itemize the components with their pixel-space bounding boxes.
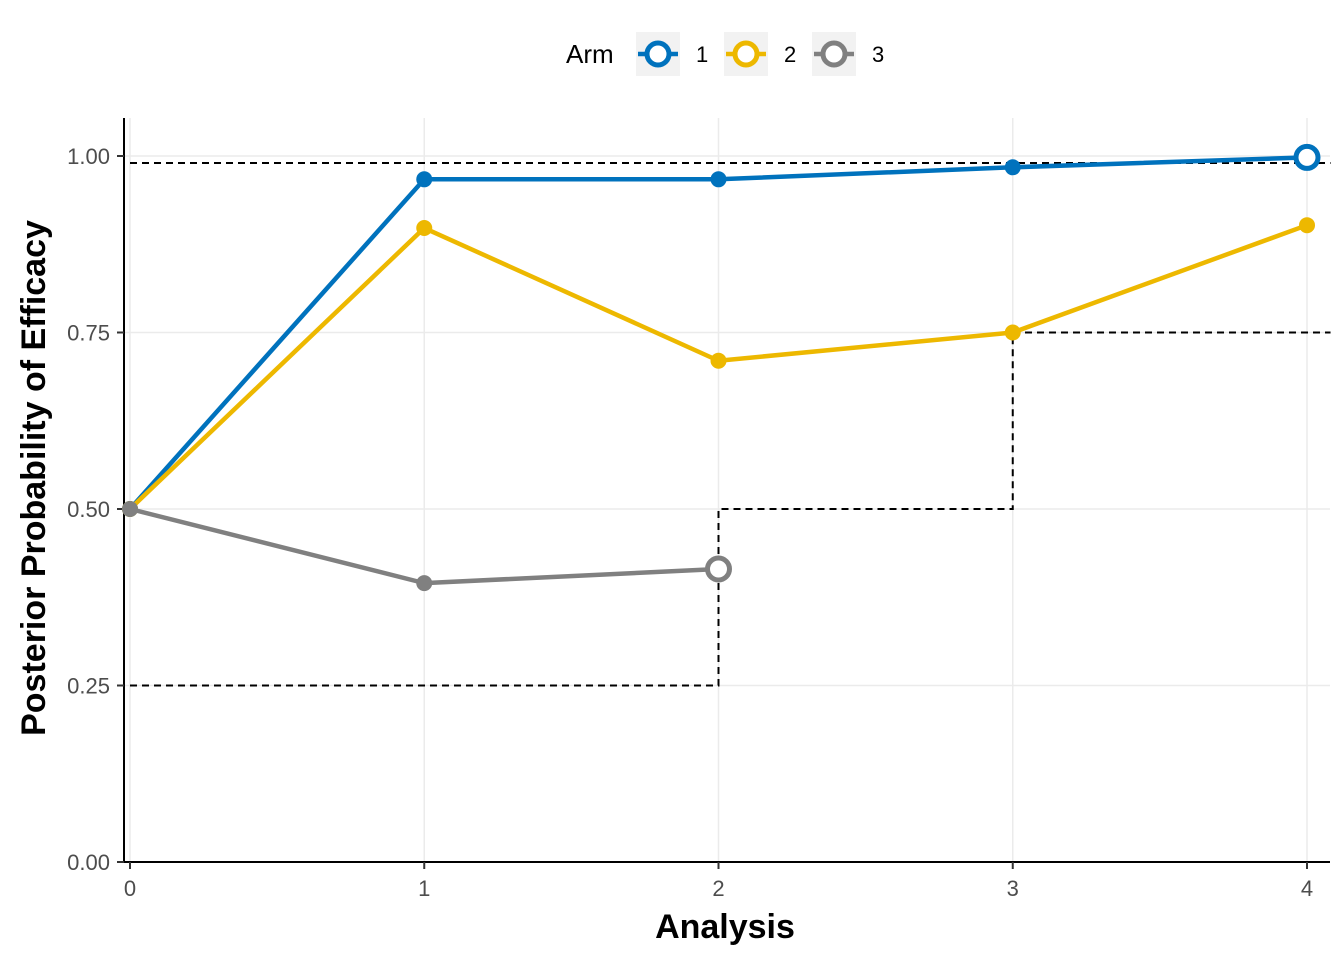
- legend-label-arm-2: 2: [784, 42, 796, 67]
- x-tick-label-3: 3: [1007, 876, 1019, 901]
- boundary-futility-boundary: [130, 331, 1331, 687]
- legend: Arm 1 2 3: [566, 32, 884, 76]
- legend-title: Arm: [566, 39, 614, 69]
- point-arm-3-analysis-0: [122, 501, 138, 517]
- point-arm-2-analysis-1: [416, 220, 433, 237]
- y-tick-label-0.50: 0.50: [67, 497, 110, 522]
- x-tick-label-1: 1: [418, 876, 430, 901]
- data-series: [122, 143, 1321, 592]
- point-arm-2-analysis-4: [1299, 217, 1315, 234]
- point-arm-2-analysis-2: [710, 352, 727, 369]
- y-axis-title: Posterior Probability of Efficacy: [15, 220, 53, 736]
- legend-label-arm-3: 3: [872, 42, 884, 67]
- y-tick-label-0.75: 0.75: [67, 321, 110, 346]
- point-arm-3-analysis-2: [705, 555, 732, 583]
- x-tick-label-4: 4: [1301, 876, 1313, 901]
- x-tick-label-0: 0: [124, 876, 136, 901]
- point-arm-2-analysis-3: [1004, 324, 1021, 341]
- legend-label-arm-1: 1: [696, 42, 708, 67]
- y-tick-label-0.25: 0.25: [67, 674, 110, 699]
- decision-boundaries: [130, 162, 1331, 687]
- x-tick-label-2: 2: [712, 876, 724, 901]
- legend-key-marker-arm-3: [820, 40, 848, 68]
- point-arm-1-analysis-2: [710, 171, 727, 188]
- y-tick-label-0.00: 0.00: [67, 850, 110, 875]
- point-arm-1-analysis-1: [416, 171, 433, 188]
- y-tick-label-1.00: 1.00: [67, 144, 110, 169]
- point-arm-1-analysis-4: [1293, 143, 1321, 171]
- legend-key-marker-arm-2: [732, 40, 760, 68]
- point-arm-3-analysis-1: [416, 575, 433, 592]
- legend-key-marker-arm-1: [644, 40, 672, 68]
- point-arm-1-analysis-3: [1004, 159, 1021, 176]
- grid-lines: [124, 118, 1330, 863]
- tick-labels: 0 1 2 3 4 0.00 0.25 0.50 0.75 1.00: [67, 144, 1313, 901]
- x-axis-title: Analysis: [655, 908, 795, 946]
- axes: [117, 118, 1330, 869]
